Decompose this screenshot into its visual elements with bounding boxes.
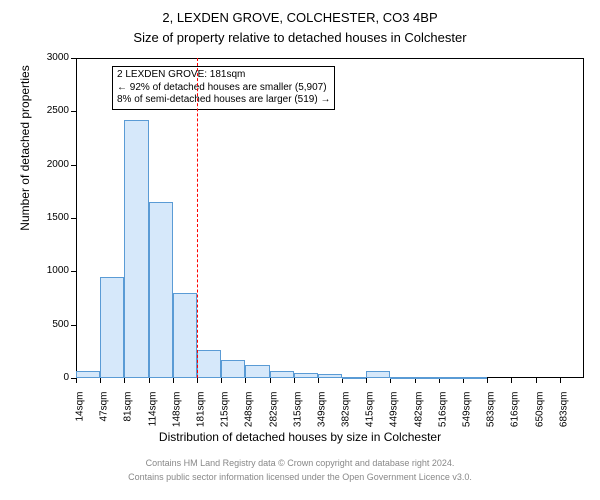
xtick-mark [318, 378, 319, 383]
reference-line [197, 58, 198, 378]
annotation-line-1: 2 LEXDEN GROVE: 181sqm [117, 69, 330, 82]
y-axis-label: Number of detached properties [18, 0, 32, 308]
xtick-label: 583sqm [486, 392, 497, 436]
histogram-bar [415, 377, 439, 379]
xtick-mark [511, 378, 512, 383]
xtick-label: 382sqm [341, 392, 352, 436]
xtick-label: 114sqm [147, 392, 158, 436]
histogram-bar [124, 120, 148, 378]
xtick-label: 650sqm [534, 392, 545, 436]
histogram-bar [390, 377, 414, 379]
xtick-mark [173, 378, 174, 383]
xtick-mark [149, 378, 150, 383]
ytick-label: 2500 [31, 105, 69, 116]
histogram-bar [173, 293, 197, 378]
histogram-bar [197, 350, 221, 378]
xtick-mark [221, 378, 222, 383]
annotation-line-2: ← 92% of detached houses are smaller (5,… [117, 82, 330, 95]
xtick-label: 683sqm [558, 392, 569, 436]
xtick-label: 47sqm [99, 392, 110, 436]
xtick-label: 148sqm [171, 392, 182, 436]
xtick-mark [536, 378, 537, 383]
ytick-label: 1500 [31, 212, 69, 223]
xtick-label: 81sqm [123, 392, 134, 436]
xtick-label: 516sqm [437, 392, 448, 436]
xtick-mark [76, 378, 77, 383]
xtick-mark [197, 378, 198, 383]
xtick-label: 215sqm [220, 392, 231, 436]
xtick-label: 248sqm [244, 392, 255, 436]
footer-line-2: Contains public sector information licen… [0, 472, 600, 482]
histogram-bar [270, 371, 294, 378]
histogram-bar [463, 377, 487, 379]
histogram-bar [245, 365, 269, 378]
histogram-bar [439, 377, 463, 379]
footer-line-1: Contains HM Land Registry data © Crown c… [0, 458, 600, 468]
xtick-label: 315sqm [292, 392, 303, 436]
histogram-bar [221, 360, 245, 378]
xtick-label: 282sqm [268, 392, 279, 436]
xtick-mark [245, 378, 246, 383]
ytick-label: 3000 [31, 52, 69, 63]
xtick-mark [487, 378, 488, 383]
ytick-label: 2000 [31, 159, 69, 170]
page-title: 2, LEXDEN GROVE, COLCHESTER, CO3 4BP [0, 10, 600, 25]
xtick-label: 415sqm [365, 392, 376, 436]
ytick-mark [71, 218, 76, 219]
histogram-bar [76, 371, 100, 378]
xtick-mark [124, 378, 125, 383]
histogram-bar [342, 377, 366, 379]
xtick-mark [560, 378, 561, 383]
xtick-label: 549sqm [462, 392, 473, 436]
histogram-bar [149, 202, 173, 378]
xtick-mark [270, 378, 271, 383]
xtick-label: 349sqm [316, 392, 327, 436]
ytick-label: 500 [31, 319, 69, 330]
ytick-mark [71, 58, 76, 59]
histogram-bar [318, 374, 342, 378]
ytick-mark [71, 165, 76, 166]
xtick-label: 181sqm [195, 392, 206, 436]
xtick-mark [100, 378, 101, 383]
page-subtitle: Size of property relative to detached ho… [0, 30, 600, 45]
xtick-mark [366, 378, 367, 383]
histogram-bar [294, 373, 318, 378]
ytick-label: 1000 [31, 265, 69, 276]
annotation-line-3: 8% of semi-detached houses are larger (5… [117, 94, 330, 107]
histogram-bar [100, 277, 124, 378]
xtick-label: 14sqm [75, 392, 86, 436]
histogram-bar [366, 371, 390, 378]
ytick-mark [71, 271, 76, 272]
ytick-label: 0 [31, 372, 69, 383]
xtick-label: 482sqm [413, 392, 424, 436]
xtick-mark [294, 378, 295, 383]
ytick-mark [71, 325, 76, 326]
xtick-label: 616sqm [510, 392, 521, 436]
annotation-box: 2 LEXDEN GROVE: 181sqm ← 92% of detached… [112, 66, 335, 110]
xtick-label: 449sqm [389, 392, 400, 436]
ytick-mark [71, 111, 76, 112]
